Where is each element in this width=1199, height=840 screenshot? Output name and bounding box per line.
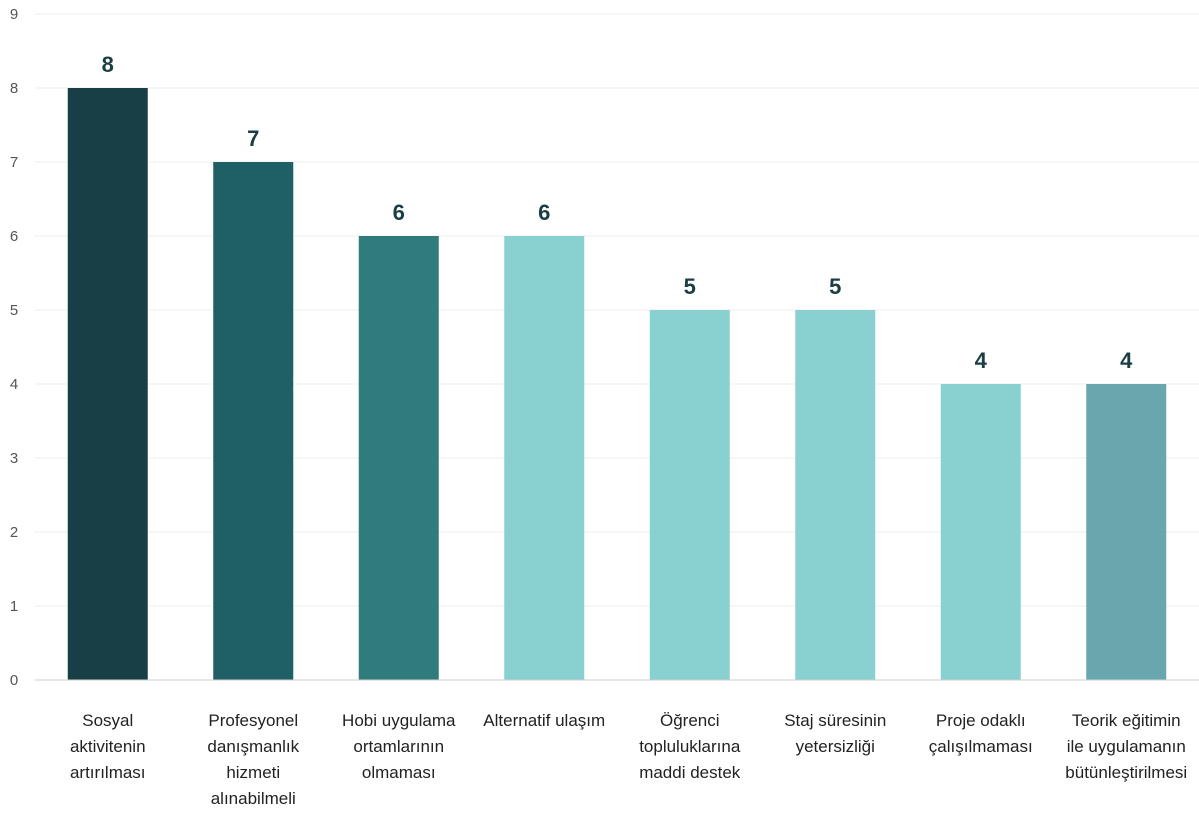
x-tick-label-line: Proje odaklı: [936, 711, 1026, 730]
x-tick-label-line: Teorik eğitimin: [1072, 711, 1181, 730]
bar: [504, 236, 585, 680]
x-tick-label-line: çalışılmaması: [929, 737, 1033, 756]
x-tick-label-line: Profesyonel: [208, 711, 298, 730]
value-labels: 8 7 6 6 5 5 4 4: [102, 52, 1134, 373]
x-tick-label-line: topluluklarına: [639, 737, 741, 756]
y-axis-ticks: 0 1 2 3 4 5 6 7 8 9: [10, 6, 18, 689]
x-tick-label-line: olmaması: [362, 763, 436, 782]
bars: [67, 88, 1167, 680]
x-tick-label-line: Hobi uygulama: [342, 711, 456, 730]
bar: [213, 162, 294, 680]
x-tick-label-line: alınabilmeli: [211, 789, 296, 808]
x-tick-label-line: yetersizliği: [796, 737, 875, 756]
x-tick-label-line: hizmeti: [226, 763, 280, 782]
data-label: 4: [1120, 348, 1133, 373]
y-tick-label: 8: [10, 80, 18, 97]
x-tick-label: Hobi uygulama ortamlarının olmaması: [342, 711, 456, 782]
x-tick-label-line: ile uygulamanın: [1067, 737, 1186, 756]
x-tick-label-line: ortamlarının: [353, 737, 444, 756]
data-label: 6: [538, 200, 550, 225]
x-tick-label: Staj süresinin yetersizliği: [784, 711, 886, 756]
gridlines: [35, 13, 1199, 607]
bar: [358, 236, 439, 680]
y-tick-label: 9: [10, 6, 18, 23]
y-tick-label: 5: [10, 302, 18, 319]
x-tick-label-line: danışmanlık: [207, 737, 299, 756]
x-tick-label: Öğrenci topluluklarına maddi destek: [639, 711, 741, 782]
y-tick-label: 1: [10, 598, 18, 615]
x-tick-label-line: Staj süresinin: [784, 711, 886, 730]
x-tick-label-line: Öğrenci: [660, 711, 720, 730]
x-tick-label: Proje odaklı çalışılmaması: [929, 711, 1033, 756]
bar: [67, 88, 148, 680]
x-tick-label-line: bütünleştirilmesi: [1065, 763, 1187, 782]
x-tick-label-line: Alternatif ulaşım: [483, 711, 605, 730]
x-tick-label-line: maddi destek: [639, 763, 741, 782]
bar: [1086, 384, 1167, 680]
y-tick-label: 2: [10, 524, 18, 541]
y-tick-label: 6: [10, 228, 18, 245]
data-label: 7: [247, 126, 259, 151]
y-tick-label: 4: [10, 376, 18, 393]
data-label: 5: [684, 274, 696, 299]
data-label: 4: [975, 348, 988, 373]
data-label: 6: [393, 200, 405, 225]
x-tick-label-line: aktivitenin: [70, 737, 146, 756]
bar: [940, 384, 1021, 680]
x-tick-label-line: artırılması: [70, 763, 146, 782]
y-tick-label: 3: [10, 450, 18, 467]
x-tick-label: Alternatif ulaşım: [483, 711, 605, 730]
x-tick-label: Teorik eğitimin ile uygulamanın bütünleşti…: [1065, 711, 1187, 782]
y-tick-label: 0: [10, 672, 18, 689]
y-tick-label: 7: [10, 154, 18, 171]
bar: [649, 310, 730, 680]
x-tick-label: Sosyal aktivitenin artırılması: [70, 711, 146, 782]
data-label: 8: [102, 52, 114, 77]
bar: [795, 310, 876, 680]
data-label: 5: [829, 274, 841, 299]
category-labels: Sosyal aktivitenin artırılması Profesyonel d…: [70, 711, 1187, 808]
x-tick-label: Profesyonel danışmanlık hizmeti alınabilmel…: [207, 711, 299, 808]
x-tick-label-line: Sosyal: [82, 711, 133, 730]
